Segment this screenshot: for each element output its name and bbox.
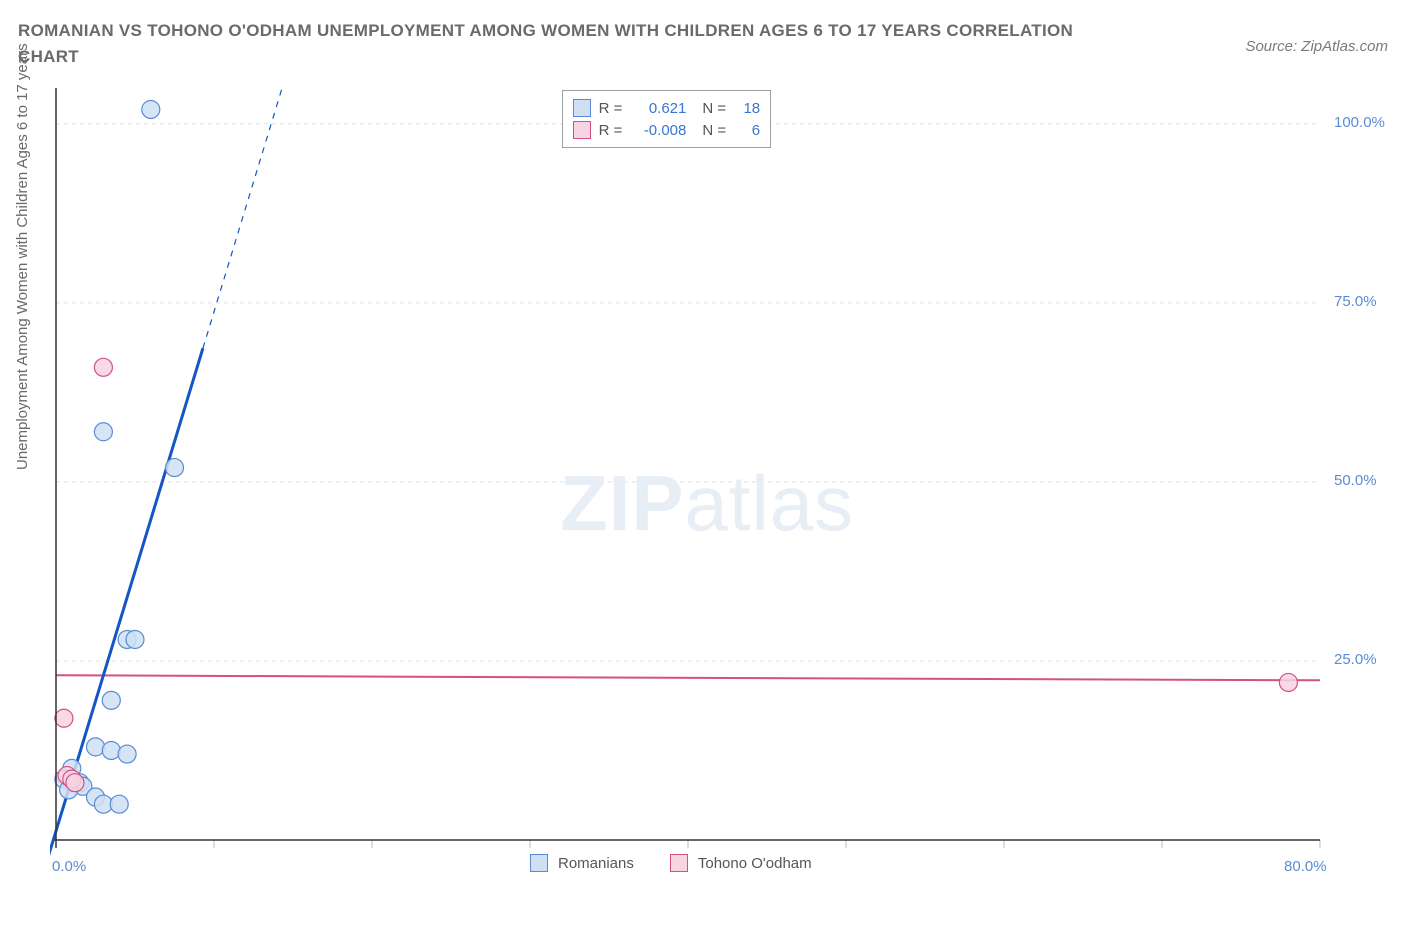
y-tick-label: 25.0% <box>1334 651 1377 668</box>
legend-row: R = -0.008 N = 6 <box>573 119 761 141</box>
legend-r-label: R = <box>599 100 623 117</box>
scatter-plot <box>50 86 1390 876</box>
legend-swatch <box>670 854 688 872</box>
y-tick-label: 100.0% <box>1334 114 1385 131</box>
legend-n-value: 6 <box>734 122 760 139</box>
x-tick-label: 0.0% <box>52 858 86 875</box>
legend-r-value: 0.621 <box>630 100 686 117</box>
legend-swatch <box>530 854 548 872</box>
y-axis-label: Unemployment Among Women with Children A… <box>14 43 31 470</box>
legend-swatch <box>573 121 591 139</box>
legend-r-label: R = <box>599 122 623 139</box>
legend-swatch <box>573 99 591 117</box>
y-tick-label: 50.0% <box>1334 472 1377 489</box>
legend-n-label: N = <box>702 122 726 139</box>
legend-series-item: Tohono O'odham <box>670 854 812 872</box>
legend-series-item: Romanians <box>530 854 634 872</box>
legend-n-label: N = <box>702 100 726 117</box>
y-tick-label: 75.0% <box>1334 293 1377 310</box>
legend-row: R = 0.621 N = 18 <box>573 97 761 119</box>
legend-r-value: -0.008 <box>630 122 686 139</box>
legend-series: Romanians Tohono O'odham <box>530 854 812 872</box>
x-tick-label: 80.0% <box>1284 858 1327 875</box>
legend-n-value: 18 <box>734 100 760 117</box>
chart-title: ROMANIAN VS TOHONO O'ODHAM UNEMPLOYMENT … <box>18 18 1118 71</box>
legend-series-label: Romanians <box>558 855 634 872</box>
legend-series-label: Tohono O'odham <box>698 855 812 872</box>
legend-correlation: R = 0.621 N = 18 R = -0.008 N = 6 <box>562 90 772 148</box>
source-label: Source: ZipAtlas.com <box>1245 38 1388 55</box>
